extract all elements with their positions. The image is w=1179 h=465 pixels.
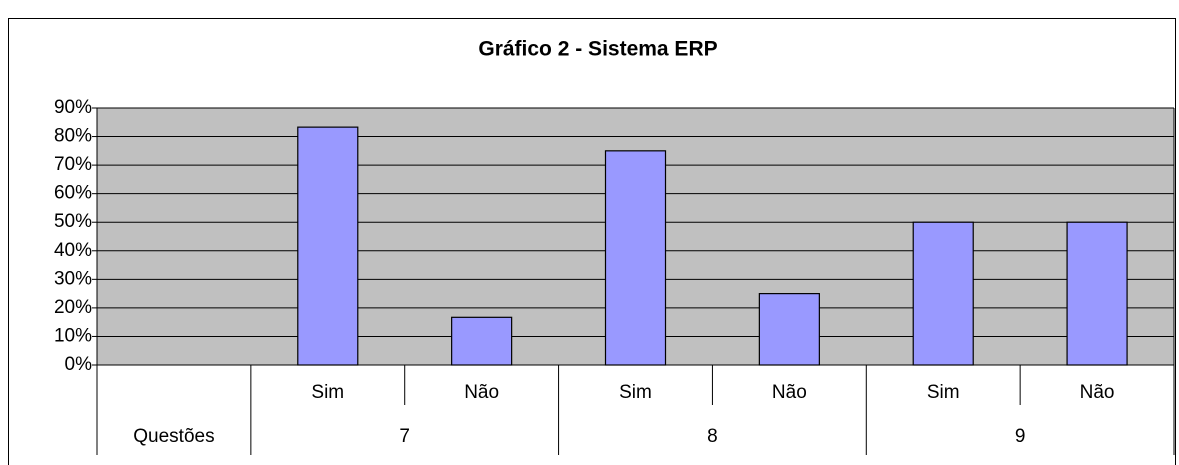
x-tick-label: Não <box>1080 382 1115 403</box>
y-tick-label: 40% <box>54 240 92 261</box>
y-tick-label: 80% <box>54 126 92 147</box>
y-tick-label: 30% <box>54 268 92 289</box>
group-label: 8 <box>707 426 718 447</box>
y-tick-label: 0% <box>65 354 93 375</box>
x-tick-label: Sim <box>311 382 344 403</box>
bar <box>758 293 820 366</box>
x-tick-label: Sim <box>927 382 960 403</box>
y-tick-label: 70% <box>54 154 92 175</box>
group-axis-label: Questões <box>133 426 214 447</box>
chart-title: Gráfico 2 - Sistema ERP <box>478 38 717 61</box>
x-tick-label: Não <box>464 382 499 403</box>
bar <box>912 221 974 366</box>
y-tick-label: 10% <box>54 325 92 346</box>
y-tick-label: 20% <box>54 297 92 318</box>
group-label: 7 <box>399 426 410 447</box>
bar <box>451 316 513 366</box>
bar <box>297 126 359 366</box>
x-tick-label: Não <box>772 382 807 403</box>
y-tick-label: 90% <box>54 97 92 118</box>
y-tick-label: 50% <box>54 211 92 232</box>
y-tick-label: 60% <box>54 183 92 204</box>
bar <box>604 150 667 366</box>
bar <box>1066 221 1128 366</box>
x-tick-label: Sim <box>619 382 652 403</box>
group-label: 9 <box>1015 426 1026 447</box>
